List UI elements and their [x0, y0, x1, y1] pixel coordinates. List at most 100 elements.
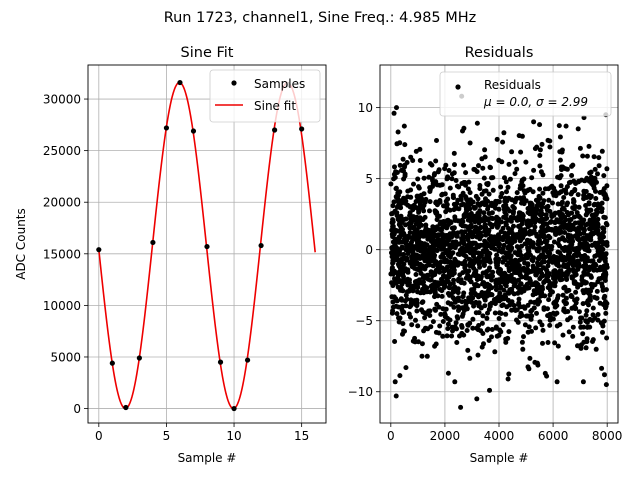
residual-point [459, 313, 465, 319]
residual-point [569, 255, 575, 261]
residual-point [488, 238, 494, 244]
residual-point [531, 305, 537, 311]
residual-point [414, 303, 420, 309]
sine-fit-x-axis-label: Sample # [178, 451, 237, 465]
residual-point [517, 268, 523, 274]
residual-point [390, 217, 396, 223]
residual-point [481, 263, 487, 268]
residual-point [401, 256, 407, 261]
residual-point [591, 262, 597, 268]
residual-point [587, 207, 593, 213]
residual-point [507, 302, 513, 308]
residual-point [554, 379, 560, 385]
residual-point [415, 176, 421, 182]
residual-point [524, 221, 530, 227]
residual-point [420, 217, 426, 223]
residual-point [512, 307, 517, 313]
residual-point [497, 267, 502, 273]
residual-point [506, 371, 512, 377]
residual-point [509, 149, 515, 155]
residual-point [570, 162, 576, 168]
residual-point [401, 251, 407, 257]
residual-point [575, 192, 581, 198]
residual-point [546, 278, 552, 284]
residual-point [601, 192, 607, 197]
residual-point [526, 324, 532, 330]
residual-point [514, 244, 520, 250]
residual-point [486, 254, 492, 260]
sine-fit-legend: Samples Sine fit [209, 69, 321, 123]
residual-point [581, 339, 587, 345]
residual-point [429, 286, 435, 292]
residual-outlier-point [537, 122, 543, 128]
residual-point [460, 223, 466, 229]
residual-point [562, 284, 568, 290]
residual-point [458, 197, 464, 203]
residual-point [477, 209, 483, 215]
x-tick-label: 8000 [592, 429, 623, 443]
residual-point [420, 253, 426, 259]
residual-point [578, 315, 584, 321]
residual-point [512, 250, 518, 256]
residual-point [490, 273, 495, 279]
residual-point [540, 340, 545, 346]
residual-point [525, 247, 531, 253]
residual-point [596, 244, 602, 250]
residual-point [453, 320, 459, 326]
residual-point [449, 176, 455, 182]
residual-point [567, 315, 573, 321]
residual-point [564, 288, 570, 294]
residual-point [456, 241, 462, 247]
residual-point [486, 191, 492, 197]
residual-point [465, 217, 471, 223]
residual-point [424, 353, 430, 359]
residual-point [524, 313, 530, 319]
residual-point [499, 191, 505, 196]
residual-point [390, 258, 396, 264]
residual-point [398, 287, 403, 293]
residual-point [487, 303, 493, 309]
sample-point [204, 243, 210, 250]
residual-point [551, 239, 557, 245]
residual-point [463, 194, 469, 200]
residual-point [467, 355, 473, 361]
residual-outlier-point [445, 370, 451, 376]
residual-point [465, 224, 471, 230]
residual-point [536, 193, 542, 199]
residual-point [483, 196, 488, 202]
y-tick-label: 25000 [43, 144, 81, 158]
legend-residuals-label: Residuals [484, 78, 541, 92]
residual-point [577, 145, 583, 151]
residual-point [435, 260, 441, 266]
residual-point [390, 271, 396, 277]
residual-point [561, 219, 567, 225]
residual-point [413, 272, 419, 277]
residual-point [538, 169, 544, 175]
residual-point [600, 287, 606, 293]
residual-point [504, 232, 510, 238]
residual-point [544, 238, 550, 244]
residual-point [562, 309, 568, 315]
residual-point [449, 270, 455, 276]
residual-point [522, 241, 528, 247]
residual-point [522, 260, 528, 266]
residual-point [573, 259, 579, 265]
residual-point [399, 244, 405, 250]
sample-point [244, 357, 251, 363]
x-tick-label: 4000 [484, 429, 515, 443]
residual-point [551, 227, 557, 233]
residual-point [443, 162, 449, 168]
residual-point [508, 215, 514, 220]
residual-point [410, 260, 415, 265]
residual-point [420, 275, 426, 281]
residual-point [570, 224, 576, 230]
residual-point [487, 265, 493, 271]
residual-point [521, 334, 526, 340]
residual-point [557, 134, 563, 140]
residual-point [591, 154, 597, 160]
residual-point [541, 279, 547, 285]
y-tick-label: 0 [73, 402, 81, 416]
residual-point [500, 246, 506, 252]
residual-point [583, 189, 589, 194]
residual-point [587, 195, 593, 201]
